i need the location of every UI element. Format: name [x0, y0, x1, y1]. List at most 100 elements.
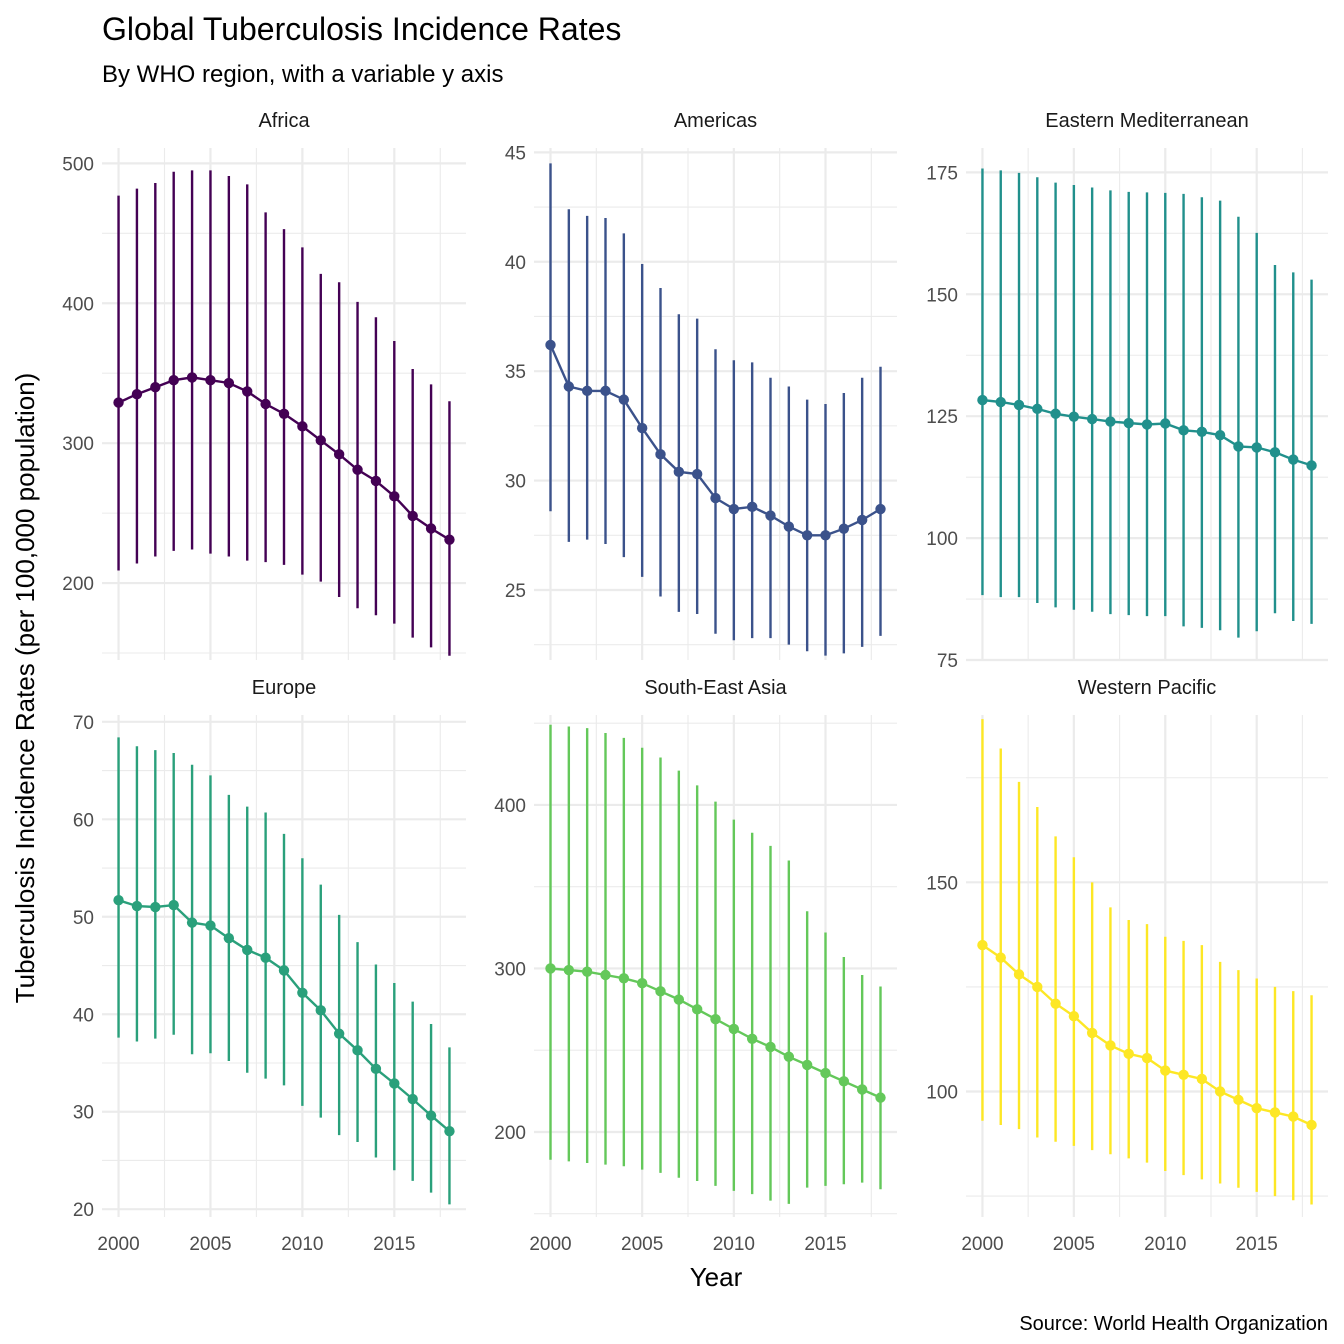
data-point-western-pacific: [1013, 969, 1025, 980]
data-point-western-pacific: [1068, 1011, 1080, 1022]
data-point-western-pacific: [1032, 981, 1043, 993]
data-point-eastern-mediterranean: [1160, 418, 1171, 429]
data-point-south-east-asia: [691, 1004, 703, 1015]
data-point-eastern-mediterranean: [1032, 403, 1043, 415]
chart-title: Global Tuberculosis Incidence Rates: [102, 11, 621, 47]
data-point-eastern-mediterranean: [1050, 408, 1061, 419]
data-point-western-pacific: [1160, 1065, 1171, 1076]
data-point-europe: [389, 1078, 400, 1089]
y-axis-title: Tuberculosis Incidence Rates (per 100,00…: [10, 373, 40, 1004]
data-point-europe: [205, 920, 216, 931]
data-point-western-pacific: [1288, 1111, 1299, 1122]
strip-label-africa: Africa: [258, 110, 310, 132]
y-tick-label: 30: [73, 1103, 94, 1124]
data-point-europe: [425, 1110, 437, 1121]
x-tick-label: 2015: [373, 1234, 415, 1255]
data-point-south-east-asia: [838, 1076, 850, 1087]
data-point-western-pacific: [1233, 1094, 1244, 1106]
data-point-africa: [352, 464, 363, 475]
data-point-africa: [113, 397, 124, 408]
data-point-western-pacific: [1050, 998, 1061, 1009]
data-point-south-east-asia: [636, 977, 648, 989]
data-point-americas: [545, 339, 556, 351]
x-tick-label: 2015: [804, 1234, 846, 1255]
data-point-eastern-mediterranean: [1178, 425, 1189, 436]
strip-label-eastern-mediterranean: Eastern Mediterranean: [1045, 110, 1248, 132]
x-tick-label: 2015: [1236, 1234, 1278, 1255]
panel-americas: Americas 25 30 35 40 45: [505, 110, 897, 660]
data-point-europe: [186, 917, 198, 928]
data-point-africa: [242, 386, 253, 397]
y-tick-label: 50: [73, 908, 94, 929]
y-tick-label: 400: [62, 294, 94, 315]
data-point-western-pacific: [1105, 1040, 1116, 1051]
data-point-eastern-mediterranean: [1141, 419, 1153, 430]
data-point-americas: [691, 468, 703, 480]
data-point-western-pacific: [995, 952, 1006, 963]
strip-label-south-east-asia: South-East Asia: [644, 677, 787, 699]
strip-label-western-pacific: Western Pacific: [1078, 677, 1217, 699]
data-point-south-east-asia: [710, 1013, 721, 1025]
data-point-americas: [710, 492, 721, 504]
x-tick-label: 2010: [713, 1234, 755, 1255]
data-point-africa: [131, 389, 143, 400]
y-tick-label: 45: [505, 143, 526, 164]
data-point-africa: [407, 510, 418, 522]
data-point-south-east-asia: [673, 994, 685, 1005]
y-tick-label: 35: [505, 362, 526, 383]
data-point-europe: [315, 1005, 326, 1016]
data-point-americas: [636, 422, 648, 434]
y-tick-label: 70: [73, 713, 94, 734]
y-tick-label: 30: [505, 472, 526, 493]
facet-panels: Africa 200 300 400 500 Americas 25 30 35 40 45 East…: [62, 110, 1328, 1255]
y-tick-label: 300: [62, 434, 94, 455]
x-axis-title: Year: [690, 1262, 743, 1292]
data-point-eastern-mediterranean: [1306, 460, 1317, 471]
y-tick-label: 200: [494, 1123, 526, 1144]
y-tick-label: 150: [926, 285, 958, 306]
data-point-africa: [150, 382, 161, 393]
y-tick-label: 60: [73, 810, 94, 831]
y-tick-label: 40: [505, 253, 526, 274]
data-point-africa: [297, 421, 308, 432]
data-point-europe: [168, 899, 179, 911]
data-point-eastern-mediterranean: [1288, 454, 1299, 465]
data-point-africa: [205, 375, 216, 386]
data-point-africa: [223, 377, 235, 389]
data-point-europe: [333, 1028, 345, 1039]
chart-caption: Source: World Health Organization: [1019, 1313, 1328, 1335]
y-tick-label: 25: [505, 581, 526, 602]
y-tick-label: 100: [926, 1083, 958, 1104]
data-point-europe: [150, 901, 161, 913]
data-point-western-pacific: [1306, 1119, 1317, 1131]
data-point-americas: [655, 449, 666, 460]
data-point-western-pacific: [1251, 1103, 1262, 1114]
data-point-americas: [600, 385, 611, 397]
x-tick-label: 2005: [189, 1234, 231, 1255]
data-point-south-east-asia: [581, 966, 593, 977]
data-point-africa: [389, 491, 400, 502]
x-tick-label: 2005: [621, 1234, 663, 1255]
data-point-americas: [563, 381, 575, 392]
data-point-western-pacific: [1178, 1069, 1189, 1080]
y-tick-label: 400: [494, 796, 526, 817]
data-point-south-east-asia: [765, 1041, 776, 1053]
data-point-americas: [746, 501, 758, 513]
x-tick-label: 2010: [1144, 1234, 1186, 1255]
data-point-africa: [186, 372, 198, 383]
data-point-eastern-mediterranean: [1233, 441, 1244, 452]
strip-label-americas: Americas: [674, 110, 757, 132]
data-point-south-east-asia: [600, 969, 611, 981]
data-point-americas: [673, 466, 685, 478]
data-point-south-east-asia: [801, 1059, 813, 1071]
data-point-south-east-asia: [746, 1033, 758, 1044]
data-point-europe: [131, 900, 143, 912]
y-tick-label: 500: [62, 154, 94, 175]
y-tick-label: 200: [62, 574, 94, 595]
data-point-europe: [370, 1063, 382, 1075]
x-tick-label: 2010: [281, 1234, 323, 1255]
data-point-eastern-mediterranean: [995, 396, 1006, 408]
data-point-eastern-mediterranean: [977, 394, 988, 406]
data-point-eastern-mediterranean: [1068, 411, 1080, 422]
panel-western-pacific: Western Pacific 100 150 2000 2005 2010 2015: [926, 677, 1328, 1255]
